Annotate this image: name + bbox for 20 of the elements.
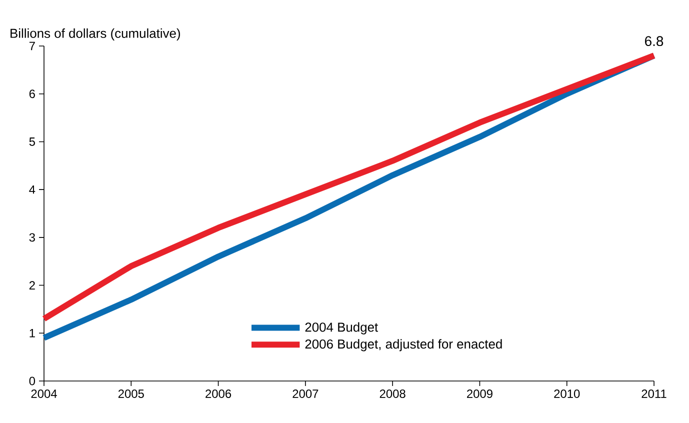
- x-tick-label: 2006: [206, 390, 232, 398]
- x-tick-label: 2007: [292, 390, 318, 398]
- annotation: 6.8: [645, 36, 664, 46]
- legend-label: 2006 Budget, adjusted for enacted: [305, 339, 502, 352]
- x-tick-label: 2004: [31, 390, 57, 398]
- x-tick-label: 2009: [467, 390, 492, 398]
- y-axis-title: Billions of dollars (cumulative): [10, 28, 180, 40]
- y-tick-label: 1: [30, 329, 35, 338]
- y-tick-label: 4: [29, 185, 36, 194]
- y-tick-label: 5: [29, 138, 35, 146]
- x-tick-label: 2008: [380, 390, 406, 398]
- y-tick-label: 3: [29, 233, 35, 242]
- y-tick-label: 0: [29, 376, 36, 386]
- x-tick-label: 2011: [642, 390, 666, 398]
- x-tick-label: 2005: [118, 390, 144, 398]
- y-tick-label: 7: [29, 42, 35, 50]
- y-tick-label: 6: [29, 90, 35, 98]
- legend-label: 2004 Budget: [305, 322, 378, 334]
- y-tick-label: 2: [29, 281, 35, 290]
- x-tick-label: 2010: [554, 390, 580, 398]
